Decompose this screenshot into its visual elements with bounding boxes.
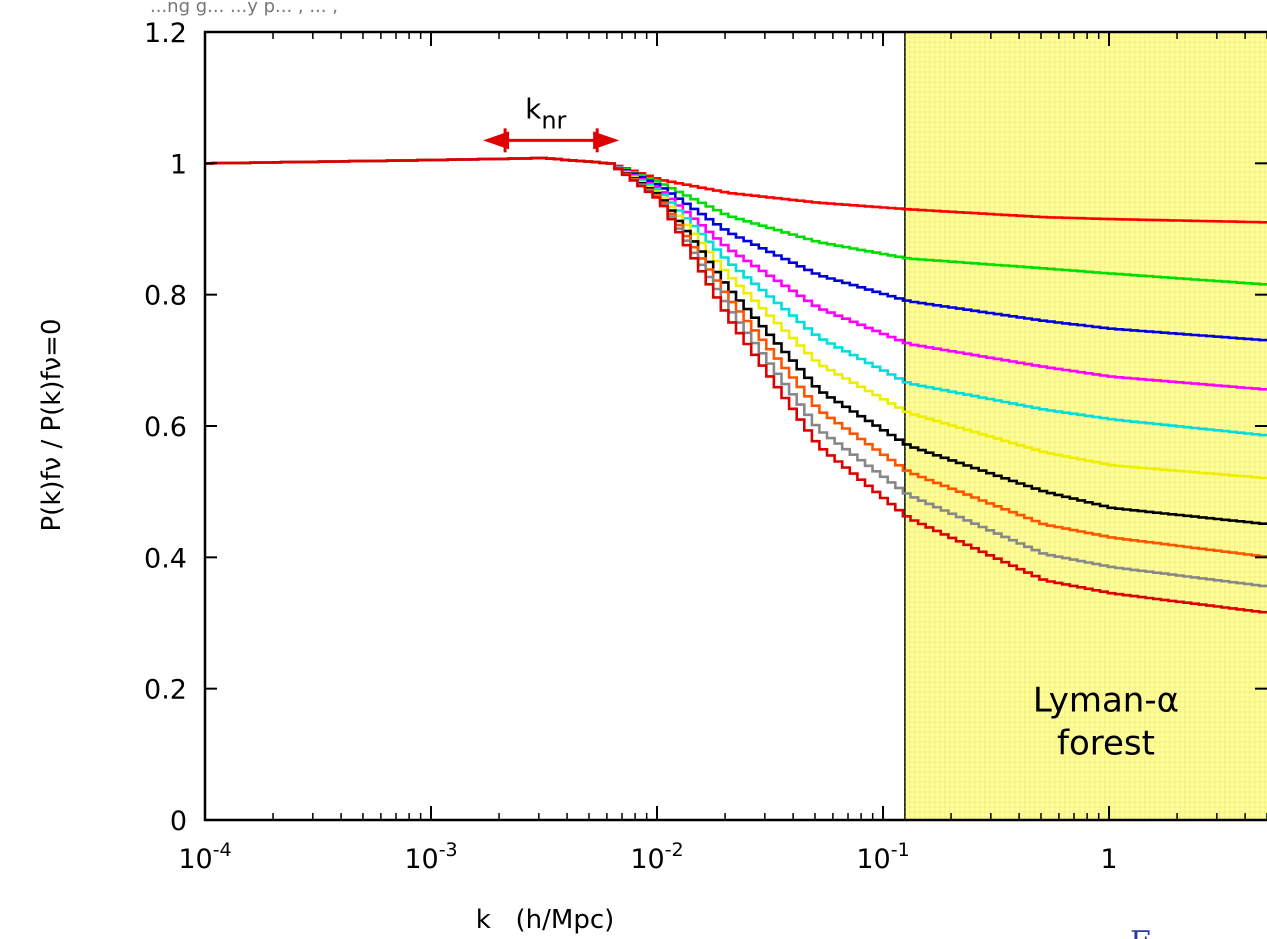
y-tick-label: 0.8 <box>144 281 187 312</box>
x-tick-base: 10 <box>404 844 438 875</box>
y-tick-label: 1 <box>170 149 187 180</box>
x-tick-base: 10 <box>856 844 890 875</box>
y-axis-label: P(k)fν / P(k)fν=0 <box>37 318 67 531</box>
y-axis-label-text: P(k)fν / P(k)fν=0 <box>37 318 67 531</box>
x-tick-base: 10 <box>630 844 664 875</box>
k-nr-annotation: knr <box>483 92 620 153</box>
y-tick-label: 0 <box>170 806 187 837</box>
forest-label: forest <box>1057 723 1155 763</box>
k-nr-base: k <box>525 92 542 125</box>
corner-fragment: F... <box>1130 925 1175 939</box>
series-line-10 <box>205 156 1267 614</box>
k-nr-arrow-right-head <box>593 131 620 150</box>
x-tick-label: 10-1 <box>856 839 909 875</box>
x-tick-exponent: -3 <box>439 839 458 861</box>
x-tick-label: 10-4 <box>178 839 231 875</box>
x-tick-label: 10-3 <box>404 839 457 875</box>
y-tick-label: 1.2 <box>144 18 187 49</box>
lyman-alpha-region <box>904 31 1267 821</box>
x-tick-labels: 10-4 10-3 10-2 10-1 1 <box>178 839 1117 875</box>
x-tick-base: 1 <box>1100 844 1117 875</box>
top-caption: ...ng g... ...y p... , ... , <box>150 0 338 17</box>
k-nr-arrow-left-head <box>483 131 510 150</box>
x-tick-exponent: -1 <box>891 839 910 861</box>
y-tick-label: 0.2 <box>144 675 187 706</box>
x-axis-label: k (h/Mpc) <box>476 905 615 935</box>
series-lines <box>205 156 1267 614</box>
x-tick-exponent: -2 <box>665 839 684 861</box>
axis-ticks <box>204 31 1267 821</box>
x-tick-exponent: -4 <box>213 839 232 861</box>
x-tick-label: 1 <box>1100 844 1117 875</box>
x-axis-label-text: k (h/Mpc) <box>476 905 615 935</box>
k-nr-sub: nr <box>541 106 566 134</box>
y-tick-labels: 0 0.2 0.4 0.6 0.8 1 1.2 <box>144 18 187 837</box>
x-tick-base: 10 <box>178 844 212 875</box>
y-tick-label: 0.4 <box>144 543 187 574</box>
x-tick-label: 10-2 <box>630 839 683 875</box>
k-nr-label: knr <box>525 92 566 134</box>
lyman-alpha-shade <box>904 31 1267 821</box>
y-tick-label: 0.6 <box>144 412 187 443</box>
lyman-alpha-label: Lyman-α <box>1033 681 1179 721</box>
